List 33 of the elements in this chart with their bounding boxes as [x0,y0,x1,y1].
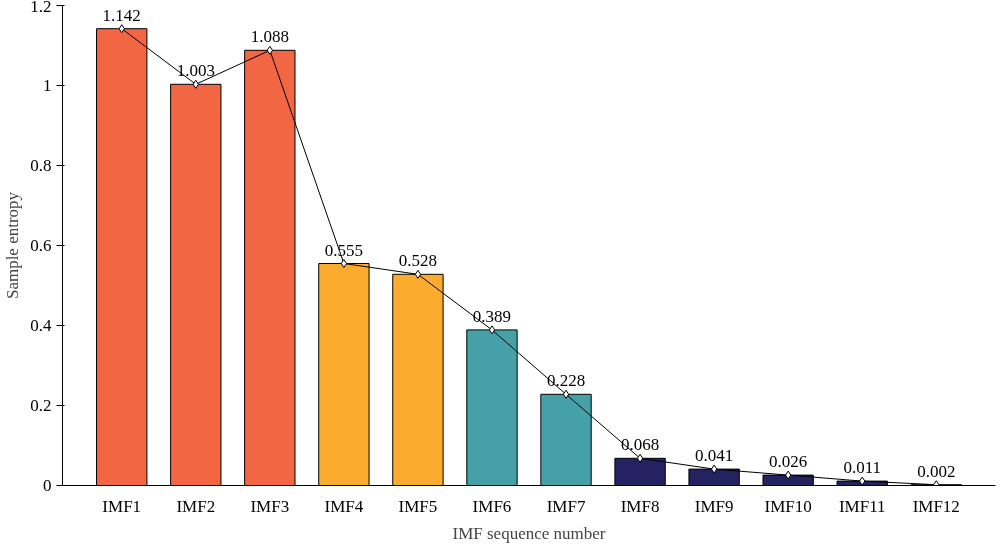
x-tick-label: IMF9 [694,496,734,516]
data-label: 1.003 [176,61,215,81]
x-tick-label: IMF11 [838,496,886,516]
data-label: 0.041 [694,446,734,466]
x-tick-label: IMF2 [176,496,216,516]
data-label: 1.088 [250,27,289,47]
data-label: 0.002 [917,461,956,481]
y-tick-label: 0.8 [30,156,52,175]
x-tick-label: IMF5 [398,496,438,516]
x-tick-label: IMF10 [764,496,812,516]
y-tick-label: 0.4 [30,316,52,335]
data-label: 0.026 [769,452,808,472]
x-tick-label: IMF8 [620,496,660,516]
data-label: 0.011 [843,458,882,478]
data-label: 0.555 [324,240,364,260]
data-label: 0.528 [398,251,438,271]
y-tick-label: 0.6 [30,236,52,255]
data-label: 1.142 [102,5,141,25]
data-label: 0.228 [546,371,586,391]
y-tick-label: 1 [43,76,52,95]
y-tick-label: 0 [43,476,52,495]
data-label: 0.068 [620,435,660,455]
data-label: 0.389 [472,306,512,326]
x-tick-label: IMF1 [102,496,142,516]
x-tick-label: IMF4 [324,496,364,516]
x-axis-title: IMF sequence number [452,523,606,543]
x-tick-label: IMF7 [546,496,586,516]
y-tick-label: 1.2 [30,0,52,16]
x-tick-label: IMF6 [472,496,512,516]
y-axis-title: Sample entropy [3,191,23,300]
x-tick-label: IMF3 [250,496,290,516]
x-tick-label: IMF12 [912,496,960,516]
y-tick-label: 0.2 [30,396,52,415]
